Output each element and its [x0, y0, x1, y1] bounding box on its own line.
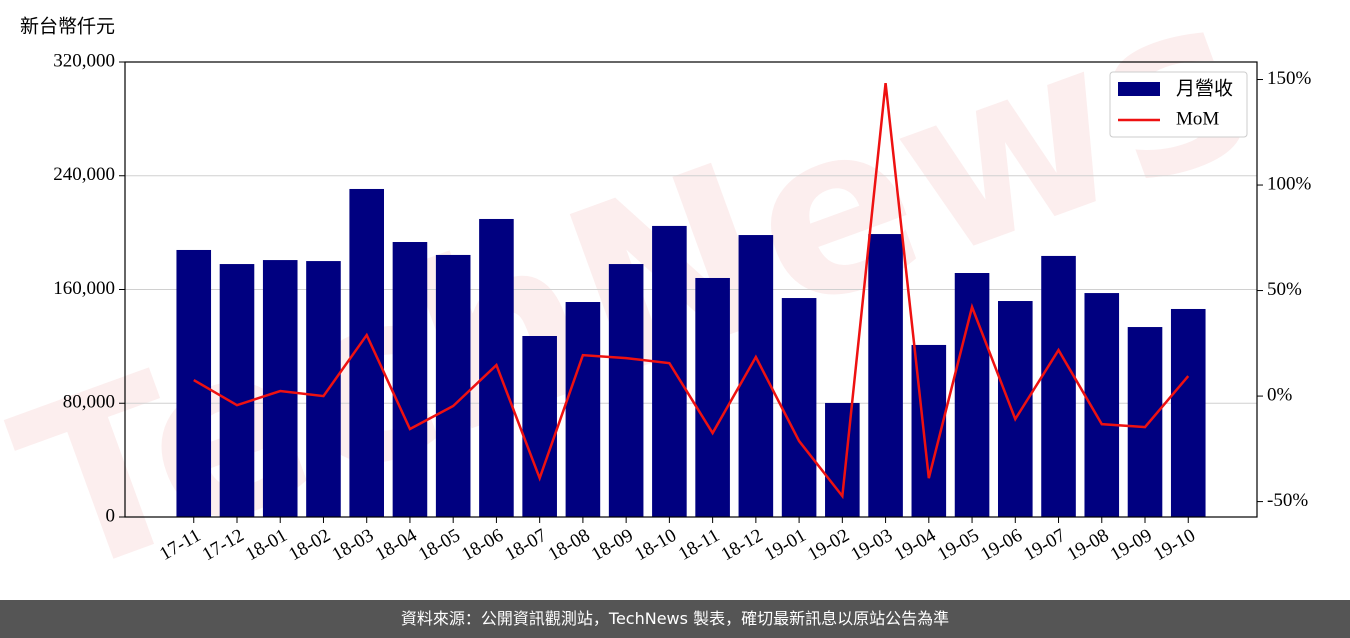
bar	[306, 261, 341, 517]
x-tick-label: 19-02	[804, 525, 853, 565]
bar	[1127, 327, 1163, 517]
y2-tick-label: 50%	[1267, 279, 1302, 300]
y2-tick-label: 150%	[1267, 68, 1312, 89]
bar	[435, 254, 471, 518]
x-tick-label: 19-01	[761, 525, 810, 565]
y-tick-label: 80,000	[63, 392, 115, 413]
x-tick-label: 19-09	[1107, 525, 1156, 565]
y-tick-label: 0	[106, 505, 116, 526]
bar	[608, 264, 644, 517]
x-tick-label: 19-05	[934, 525, 983, 565]
bar	[1170, 308, 1206, 517]
x-tick-label: 18-09	[588, 525, 637, 565]
bar	[1041, 255, 1076, 517]
bar	[781, 298, 817, 517]
bar	[262, 260, 298, 517]
x-tick-label: 18-12	[718, 525, 767, 565]
x-tick-label: 19-04	[891, 525, 940, 566]
x-tick-label: 19-10	[1150, 525, 1199, 565]
x-tick-label: 18-06	[458, 525, 507, 565]
y-tick-label: 320,000	[53, 50, 115, 71]
y-tick-label: 160,000	[53, 278, 115, 299]
bar	[868, 234, 903, 517]
x-tick-label: 18-04	[372, 525, 421, 566]
bar	[392, 242, 428, 517]
y2-tick-label: -50%	[1267, 490, 1308, 511]
bar	[997, 301, 1033, 517]
x-tick-label: 18-08	[545, 525, 594, 565]
y-tick-label: 240,000	[53, 164, 115, 185]
bar	[652, 225, 687, 517]
legend-swatch	[1118, 82, 1160, 96]
x-tick-label: 18-05	[415, 525, 464, 565]
x-tick-label: 19-07	[1020, 525, 1069, 565]
legend-label: MoM	[1176, 108, 1219, 129]
x-tick-label: 19-08	[1064, 525, 1113, 565]
y-axis-label: 新台幣仟元	[20, 16, 115, 38]
y2-tick-label: 100%	[1267, 173, 1312, 194]
bar	[565, 302, 601, 517]
x-tick-label: 19-03	[847, 525, 896, 565]
bar	[825, 402, 860, 517]
bar	[176, 249, 212, 518]
bar	[695, 277, 730, 517]
x-tick-label: 18-07	[501, 525, 550, 565]
bar	[522, 335, 557, 517]
x-tick-label: 18-10	[631, 525, 680, 565]
legend-label: 月營收	[1176, 78, 1233, 100]
chart: 新台幣仟元 TechNews080,000160,000240,000320,0…	[0, 0, 1312, 600]
footer: 資料來源：公開資訊觀測站，TechNews 製表，確切最新訊息以原站公告為準	[0, 600, 1350, 638]
x-tick-label: 18-11	[675, 525, 723, 565]
line	[193, 82, 1190, 500]
y2-tick-label: 0%	[1267, 384, 1293, 405]
bar	[219, 264, 255, 517]
plot-frame	[124, 61, 1258, 518]
x-tick-label: 19-06	[977, 525, 1026, 565]
bar	[954, 273, 990, 517]
